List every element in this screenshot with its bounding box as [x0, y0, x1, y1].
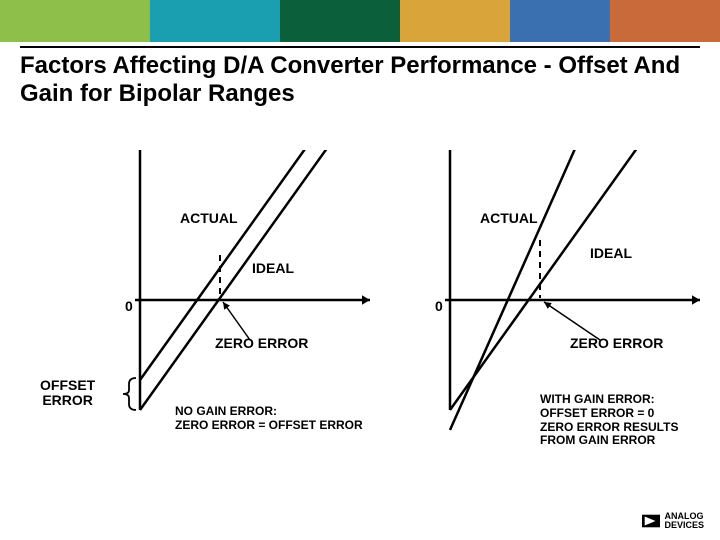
left-panel: ACTUAL IDEAL 0 ZERO ERROR OFFSETERROR NO…	[80, 150, 380, 480]
right-panel: ACTUAL IDEAL 0 ZERO ERROR WITH GAIN ERRO…	[410, 150, 710, 480]
banner-segment	[510, 0, 610, 42]
top-banner	[0, 0, 720, 42]
right-zero-label: 0	[435, 298, 443, 314]
left-caption: NO GAIN ERROR:ZERO ERROR = OFFSET ERROR	[175, 405, 363, 433]
banner-segment	[150, 0, 280, 42]
left-actual-label: ACTUAL	[180, 210, 238, 226]
right-actual-label: ACTUAL	[480, 210, 538, 226]
page-title: Factors Affecting D/A Converter Performa…	[20, 52, 700, 107]
banner-segment	[280, 0, 400, 42]
right-caption: WITH GAIN ERROR: OFFSET ERROR = 0 ZERO E…	[540, 393, 678, 448]
right-ideal-label: IDEAL	[590, 245, 632, 261]
analog-devices-logo: ANALOG DEVICES	[642, 512, 704, 530]
title-rule	[20, 46, 700, 48]
left-zero-label: 0	[125, 298, 133, 314]
right-zero-error-label: ZERO ERROR	[570, 335, 663, 351]
offset-error-label: OFFSETERROR	[40, 378, 95, 409]
logo-triangle-icon	[642, 514, 660, 528]
banner-segment	[0, 0, 150, 42]
banner-segment	[400, 0, 510, 42]
logo-text: ANALOG DEVICES	[664, 512, 704, 530]
left-ideal-label: IDEAL	[252, 260, 294, 276]
diagram-area: ACTUAL IDEAL 0 ZERO ERROR OFFSETERROR NO…	[0, 150, 720, 480]
left-zero-error-label: ZERO ERROR	[215, 335, 308, 351]
logo-line2: DEVICES	[664, 521, 704, 530]
banner-segment	[610, 0, 720, 42]
